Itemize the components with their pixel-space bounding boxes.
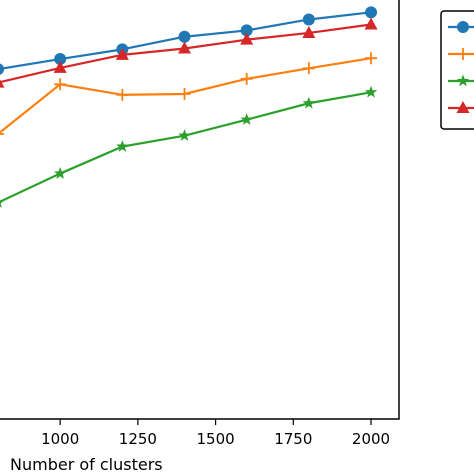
series-3-point (178, 129, 191, 141)
series-2-point (0, 133, 4, 135)
series-2-point (240, 72, 253, 85)
legend-entry-3 (448, 74, 474, 87)
series-4-point (178, 41, 192, 54)
plot-area-frame (0, 0, 400, 420)
series-3-point (364, 85, 378, 98)
legend-entry-4 (448, 101, 474, 113)
series-3 (0, 85, 378, 208)
series-1-point (240, 24, 253, 37)
legend-box (440, 10, 474, 130)
series-4-point (240, 32, 254, 45)
series-2-point (178, 87, 191, 100)
series-1-point (0, 63, 4, 75)
x-axis-title: Number of clusters (10, 455, 163, 474)
legend-marker (456, 101, 470, 113)
series-3-point (53, 167, 67, 179)
series-3-point (302, 96, 316, 109)
series-1-point (178, 30, 191, 43)
series-2-point (302, 62, 315, 75)
x-axis-ticks: 1000 1250 1500 1750 2000 (41, 419, 390, 448)
legend-marker (457, 48, 469, 60)
series-4-point (302, 25, 316, 38)
legend-marker (457, 21, 469, 33)
series-4 (0, 17, 378, 88)
series-1-point (54, 53, 67, 66)
x-tick-label: 1750 (274, 430, 312, 448)
series-3-point (240, 113, 253, 125)
series-4-point (115, 47, 129, 60)
legend-marker (456, 74, 470, 87)
series-2 (0, 52, 378, 135)
series-2-point (365, 52, 378, 65)
series-2-point (116, 88, 129, 101)
x-tick-label: 2000 (352, 430, 390, 448)
series-4-point (53, 60, 67, 73)
series-4-point (0, 79, 5, 88)
series-3-point (0, 200, 5, 208)
x-tick-label: 1500 (197, 430, 235, 448)
series-3-line (0, 91, 372, 203)
series-layer (0, 6, 378, 208)
series-2-point (54, 78, 67, 91)
series-4-point (364, 17, 378, 30)
x-tick-label: 1250 (119, 430, 157, 448)
series-3-point (116, 140, 129, 152)
legend (440, 10, 474, 130)
x-tick-label: 1000 (41, 430, 79, 448)
series-1 (0, 6, 378, 75)
series-1-point (302, 13, 315, 26)
series-1-point (365, 6, 378, 19)
legend-entry-2 (448, 48, 474, 60)
legend-entry-1 (448, 21, 474, 33)
